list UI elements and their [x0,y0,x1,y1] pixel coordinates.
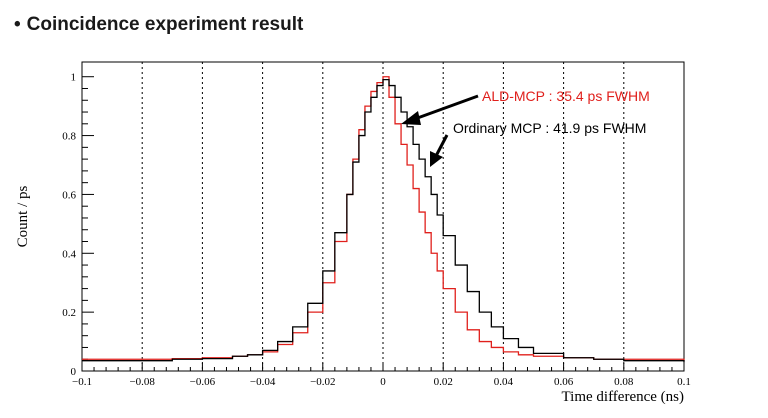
y-tick-label: 0 [71,366,77,378]
x-tick-labels: −0.1 −0.08 −0.06 −0.04 −0.02 0 0.02 0.04 0.06 0.0… [72,376,691,388]
x-tick-label: −0.06 [190,376,216,388]
y-tick-label: 0.4 [62,248,76,260]
x-tick-label: 0.02 [434,376,453,388]
y-tick-labels: 0 0.2 0.4 0.6 0.8 1 [62,72,76,378]
slide-title: • Coincidence experiment result [14,14,303,36]
y-tick-label: 1 [71,72,77,84]
annotation-ald-mcp: ALD-MCP : 35.4 ps FWHM [482,88,650,104]
x-tick-label: 0.06 [554,376,574,388]
x-axis-label: Time difference (ns) [562,389,684,405]
annotations: ALD-MCP : 35.4 ps FWHM Ordinary MCP : 41.… [401,88,650,167]
y-axis-label: Count / ps [15,186,31,248]
title-bullet: • [14,14,21,35]
series-group [82,76,685,363]
x-tick-label: −0.1 [72,376,92,388]
arrowhead-ordinary-mcp [430,151,443,167]
tick-marks [81,76,685,372]
series-line-1 [82,79,685,363]
x-tick-label: 0.08 [614,376,634,388]
arrowhead-ald-mcp [401,111,421,125]
x-tick-label: 0 [380,376,386,388]
y-tick-label: 0.6 [62,189,76,201]
grid-lines [141,62,625,371]
arrow-ald-mcp [411,94,479,122]
x-tick-label: 0.04 [494,376,514,388]
x-tick-label: 0.1 [677,376,691,388]
arrow-ordinary-mcp [434,134,449,157]
y-tick-label: 0.8 [62,131,76,143]
annotation-ordinary-mcp: Ordinary MCP : 41.9 ps FWHM [453,120,646,136]
x-tick-label: −0.04 [250,376,276,388]
x-tick-label: −0.08 [129,376,155,388]
x-tick-label: −0.02 [310,376,335,388]
y-tick-label: 0.2 [62,307,76,319]
page-title: Coincidence experiment result [26,14,304,35]
